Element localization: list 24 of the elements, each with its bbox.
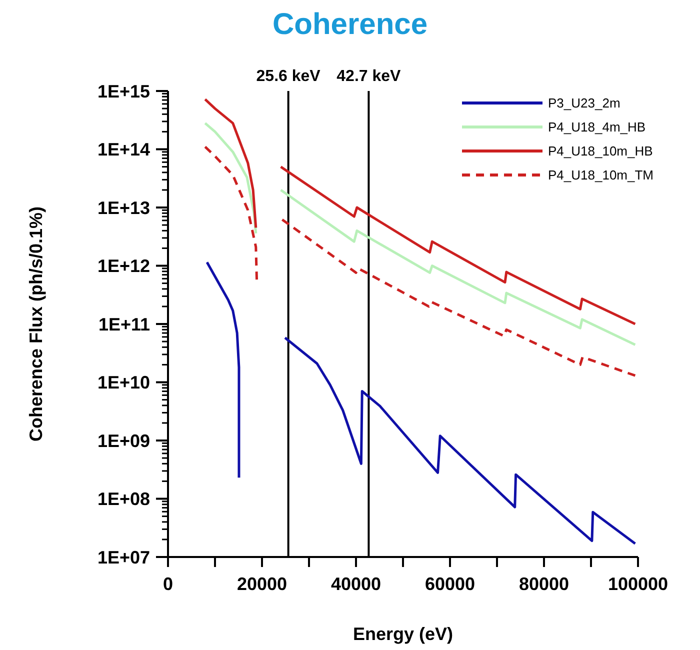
legend-label: P3_U23_2m (548, 96, 620, 111)
y-tick-label: 1E+10 (97, 372, 150, 393)
ref-line-label: 25.6 keV (256, 68, 321, 85)
x-tick-label: 60000 (424, 574, 476, 594)
x-tick-label: 100000 (608, 574, 668, 594)
x-tick-label: 80000 (518, 574, 570, 594)
ref-line-label: 42.7 keV (336, 68, 402, 85)
x-tick-label: 40000 (330, 574, 382, 594)
legend-label: P4_U18_4m_HB (548, 120, 646, 135)
chart-title: Coherence (272, 8, 428, 41)
x-tick-label: 0 (162, 574, 174, 594)
y-tick-label: 1E+11 (98, 314, 150, 334)
y-tick-label: 1E+09 (97, 430, 150, 451)
y-tick-label: 1E+13 (97, 198, 150, 218)
y-tick-label: 1E+12 (97, 256, 150, 276)
y-tick-label: 1E+08 (97, 489, 150, 510)
x-axis-title: Energy (eV) (352, 624, 454, 644)
y-tick-label: 1E+14 (97, 140, 150, 160)
y-tick-label: 1E+15 (97, 81, 150, 102)
y-tick-label: 1E+07 (97, 547, 150, 568)
x-tick-label: 20000 (236, 574, 288, 594)
y-axis-title: Coherence Flux (ph/s/0.1%) (26, 206, 46, 442)
legend-label: P4_U18_10m_TM (548, 168, 654, 183)
legend-label: P4_U18_10m_HB (548, 144, 653, 159)
